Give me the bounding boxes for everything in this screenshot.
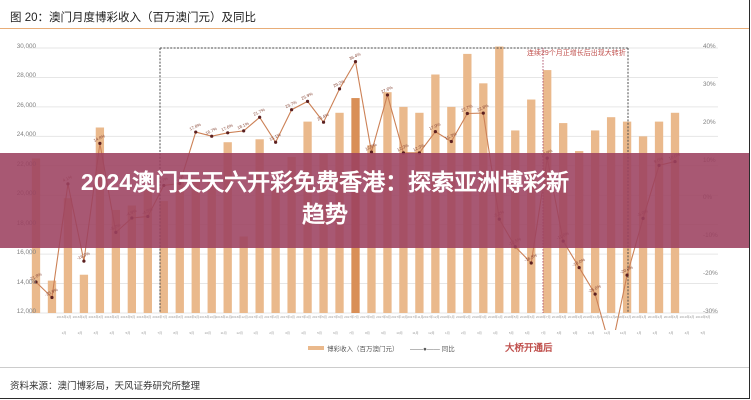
svg-text:25.9%: 25.9% xyxy=(300,91,313,101)
svg-text:18.1%: 18.1% xyxy=(236,121,249,131)
svg-text:36.4%: 36.4% xyxy=(348,51,361,61)
svg-text:21.7%: 21.7% xyxy=(252,107,265,117)
svg-text:17.8%: 17.8% xyxy=(189,122,202,132)
svg-text:17.6%: 17.6% xyxy=(220,123,233,133)
svg-text:29.2%: 29.2% xyxy=(332,79,345,89)
svg-text:16.7%: 16.7% xyxy=(205,126,218,136)
svg-text:20.4%: 20.4% xyxy=(316,112,329,122)
